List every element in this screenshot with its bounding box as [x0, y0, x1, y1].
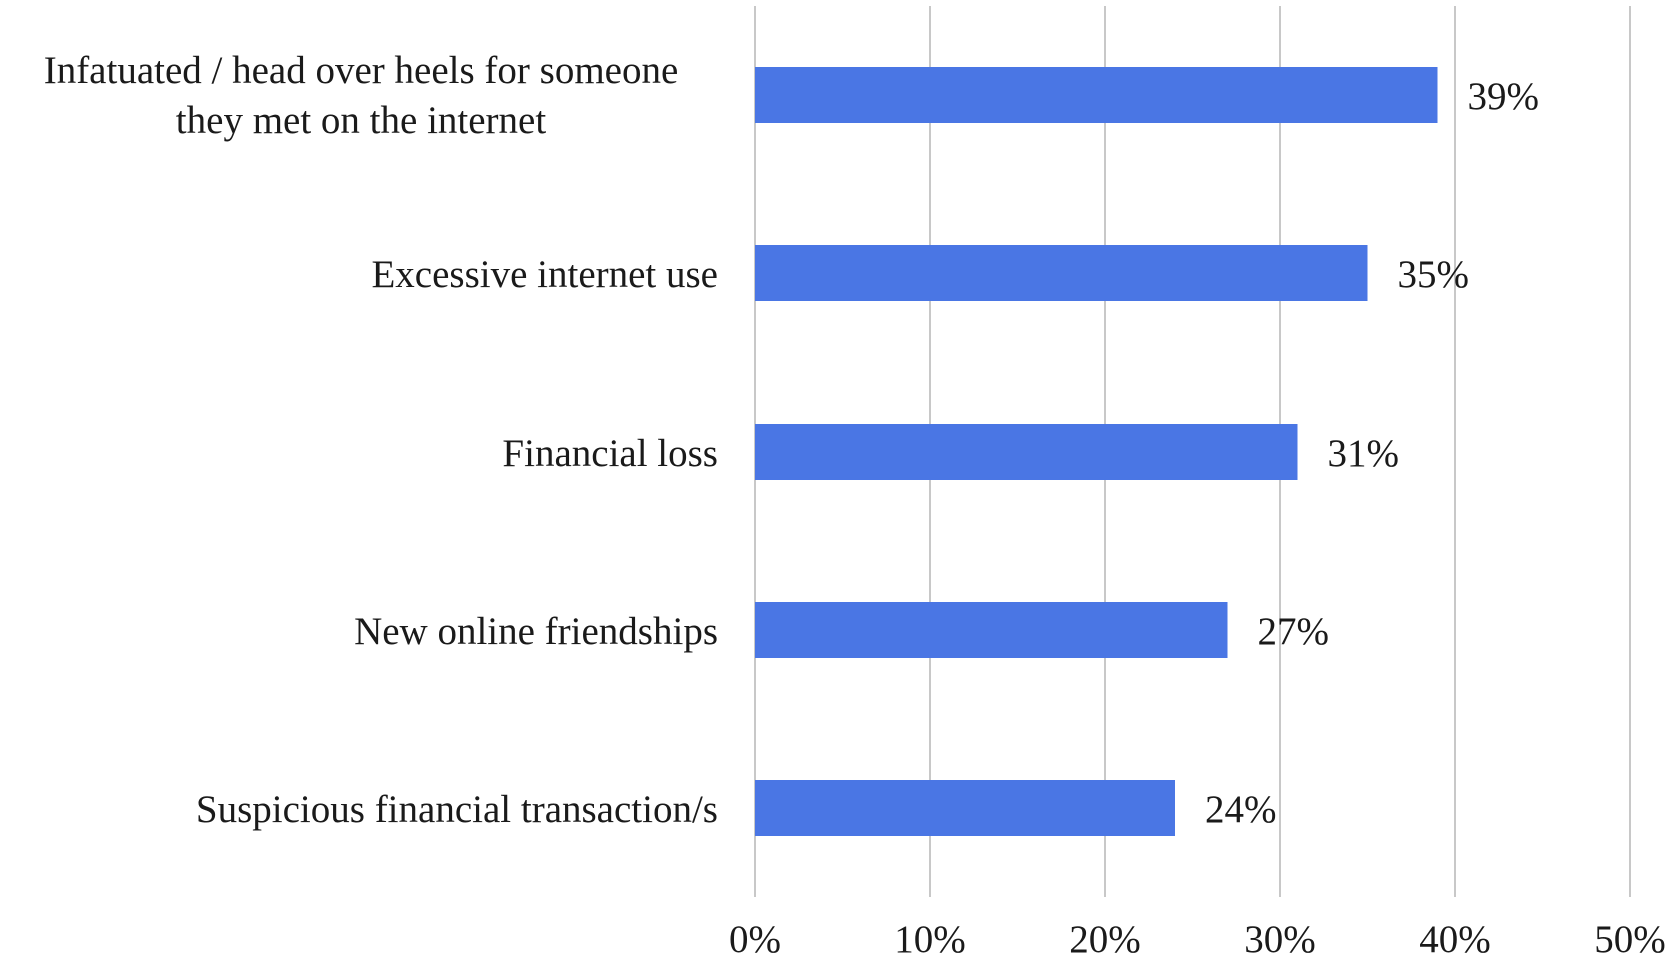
x-tick-label: 40%: [1419, 918, 1491, 961]
category-label: New online friendships: [354, 610, 718, 653]
bar-0: [755, 67, 1438, 123]
bar-3: [755, 602, 1228, 658]
category-label: Infatuated / head over heels for someone: [44, 49, 679, 92]
bar-4: [755, 780, 1175, 836]
category-label: Financial loss: [502, 432, 718, 475]
category-label: they met on the internet: [176, 99, 547, 142]
category-label: Suspicious financial transaction/s: [196, 788, 718, 831]
x-tick-label: 0%: [729, 918, 781, 961]
category-labels: Infatuated / head over heels for someone…: [44, 49, 718, 831]
bars: [755, 67, 1438, 836]
bar-1: [755, 245, 1368, 301]
x-axis-tick-labels: 0% 10% 20% 30% 40% 50%: [729, 918, 1666, 961]
x-tick-label: 30%: [1244, 918, 1316, 961]
x-tick-label: 50%: [1594, 918, 1666, 961]
value-label: 35%: [1398, 253, 1470, 296]
x-tick-label: 10%: [894, 918, 966, 961]
value-label: 24%: [1205, 788, 1277, 831]
x-tick-label: 20%: [1069, 918, 1141, 961]
category-label: Excessive internet use: [371, 253, 718, 296]
value-label: 31%: [1328, 432, 1400, 475]
value-label: 39%: [1468, 75, 1540, 118]
value-label: 27%: [1258, 610, 1330, 653]
value-labels: 39% 35% 31% 27% 24%: [1205, 75, 1539, 831]
bar-2: [755, 424, 1298, 480]
